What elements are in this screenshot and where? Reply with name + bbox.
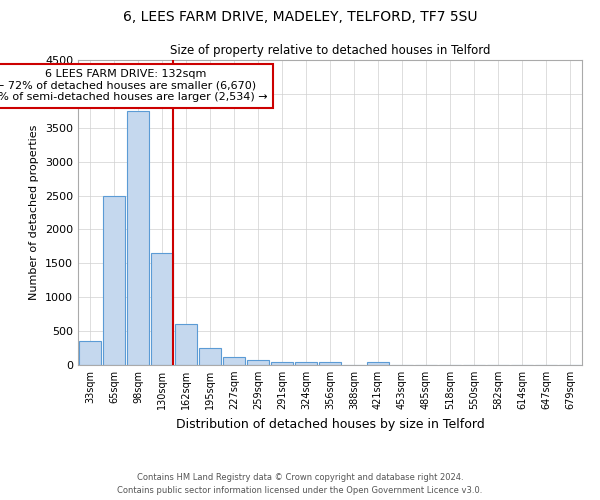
Bar [319,362,341,365]
Text: 6, LEES FARM DRIVE, MADELEY, TELFORD, TF7 5SU: 6, LEES FARM DRIVE, MADELEY, TELFORD, TF… [123,10,477,24]
Bar [199,348,221,365]
Bar [79,342,101,365]
Text: 6 LEES FARM DRIVE: 132sqm
← 72% of detached houses are smaller (6,670)
28% of se: 6 LEES FARM DRIVE: 132sqm ← 72% of detac… [0,69,268,102]
Bar [223,357,245,365]
Y-axis label: Number of detached properties: Number of detached properties [29,125,40,300]
Title: Size of property relative to detached houses in Telford: Size of property relative to detached ho… [170,44,490,58]
Bar [175,324,197,365]
Bar [367,362,389,365]
Bar [151,253,173,365]
X-axis label: Distribution of detached houses by size in Telford: Distribution of detached houses by size … [176,418,484,430]
Text: Contains HM Land Registry data © Crown copyright and database right 2024.
Contai: Contains HM Land Registry data © Crown c… [118,474,482,495]
Bar [295,362,317,365]
Bar [271,362,293,365]
Bar [103,196,125,365]
Bar [247,360,269,365]
Bar [127,111,149,365]
